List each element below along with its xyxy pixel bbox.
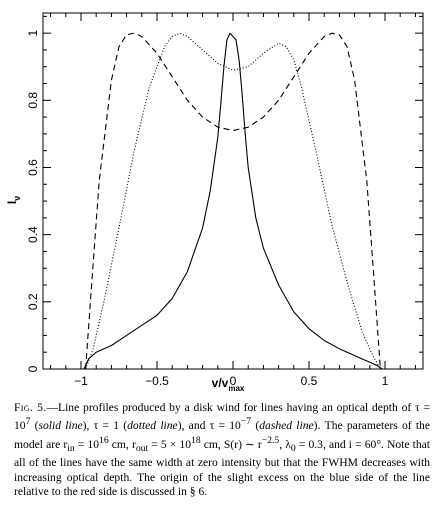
line-profile-chart: −1 −0.5 0 0.5 1 0 0.2 0.4 0.6 0.8 1 v/vmax Iν [5, 12, 424, 393]
plot-border [42, 12, 424, 370]
series-lines [83, 32, 383, 370]
y-tick-label: 0.8 [26, 92, 40, 109]
x-axis-label: v/vmax [212, 376, 245, 393]
y-tick-label: 0.2 [26, 293, 40, 310]
x-tick-label: 1 [382, 374, 389, 388]
y-tick-label: 0 [26, 365, 40, 372]
series-line-dotted [85, 32, 381, 370]
plot-frame [42, 12, 424, 370]
series-line-dashed [85, 32, 381, 370]
figure-caption: Fig. 5.—Line profiles produced by a disk… [14, 401, 431, 499]
y-axis-label: Iν [5, 196, 22, 204]
y-tick-label: 1 [26, 29, 40, 36]
x-tick-label: −1 [74, 374, 88, 388]
axis-labels: v/vmax Iν [5, 196, 245, 393]
y-tick-label: 0.6 [26, 159, 40, 176]
y-tick-label: 0.4 [26, 226, 40, 243]
figure-number: Fig. 5. [14, 401, 47, 414]
axis-ticks: −1 −0.5 0 0.5 1 0 0.2 0.4 0.6 0.8 1 [26, 13, 423, 388]
line-profile-figure: −1 −0.5 0 0.5 1 0 0.2 0.4 0.6 0.8 1 v/vmax Iν [5, 12, 424, 393]
series-line-solid [83, 32, 383, 370]
x-tick-label: 0.5 [301, 374, 318, 388]
x-tick-label: −0.5 [145, 374, 169, 388]
x-tick-label: 0 [230, 374, 237, 388]
